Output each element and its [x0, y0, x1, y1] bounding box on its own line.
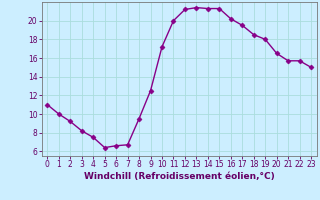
- X-axis label: Windchill (Refroidissement éolien,°C): Windchill (Refroidissement éolien,°C): [84, 172, 275, 181]
